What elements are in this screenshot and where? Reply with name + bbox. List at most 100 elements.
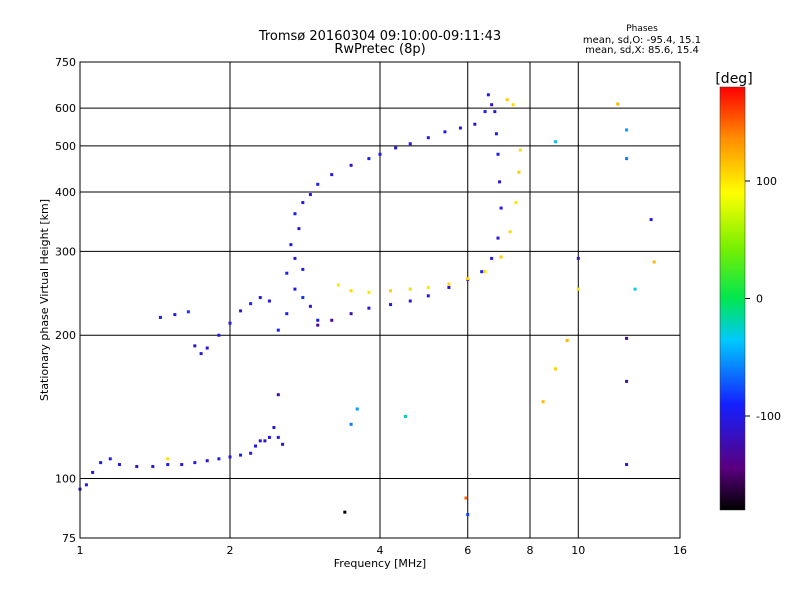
y-tick-label: 75 [62,532,76,545]
echo-point [285,271,289,275]
echo-point [403,414,407,418]
phase-legend-x: mean, sd,X: 85.6, 15.4 [585,45,699,56]
echo-point [505,98,509,102]
echo-point [349,312,353,316]
echo-point [633,287,637,291]
echo-point [349,422,353,426]
echo-point [316,182,320,186]
echo-point [301,267,305,271]
echo-point [293,287,297,291]
echo-point [499,206,503,210]
echo-point [289,243,293,247]
colorbar-label: [deg] [715,71,752,87]
x-tick-label: 2 [227,544,234,557]
echo-point [625,128,629,132]
y-tick-label: 100 [55,473,76,486]
echo-point [473,122,477,126]
echo-point [511,103,515,107]
y-tick-label: 400 [55,186,76,199]
echo-point [378,152,382,156]
echo-point [99,461,103,465]
echo-point [508,230,512,234]
echo-point [514,201,518,205]
x-axis-label: Frequency [MHz] [334,557,426,570]
echo-point [576,256,580,260]
echo-point [480,270,484,274]
echo-point [625,379,629,383]
echo-point [367,306,371,310]
colorbar [720,87,745,510]
echo-point [293,256,297,260]
echo-point [297,227,301,231]
echo-point [158,315,162,319]
echo-point [180,463,184,467]
echo-point [649,218,653,222]
echo-point [293,212,297,216]
x-tick-label: 10 [571,544,585,557]
echo-point [652,260,656,264]
x-tick-label: 6 [464,544,471,557]
echo-point [166,463,170,467]
echo-point [426,285,430,289]
echo-point [496,152,500,156]
echo-point [490,256,494,260]
echo-point [496,236,500,240]
echo-point [389,289,393,293]
echo-point [316,323,320,327]
grid-lines [80,62,680,538]
echo-point [199,352,203,356]
echo-point [349,289,353,293]
echo-point [483,270,487,274]
echo-point [135,464,139,468]
echo-point [494,132,498,136]
echo-point [186,310,190,314]
echo-point [499,255,503,259]
colorbar-ticks: 100 0 -100 [745,175,781,423]
echo-point [616,102,620,106]
echo-point [336,283,340,287]
echo-point [394,146,398,150]
echo-point [343,510,347,514]
echo-point [239,309,243,313]
echo-point [349,163,353,167]
echo-point [565,338,569,342]
phase-legend-o: mean, sd,O: -95.4, 15.1 [583,35,701,46]
echo-point [625,336,629,340]
echo-point [498,180,502,184]
y-tick-label: 500 [55,140,76,153]
echo-point [217,333,221,337]
x-axis-ticks: 1 2 4 6 8 10 16 [77,544,688,557]
echo-point [458,126,462,130]
echo-point [276,435,280,439]
echo-point [443,130,447,134]
echo-point [486,93,490,97]
echo-point [426,136,430,140]
echo-point [151,464,155,468]
echo-point [483,110,487,114]
echo-point [267,435,271,439]
y-tick-label: 750 [55,56,76,69]
echo-point [205,459,209,463]
echo-point [466,277,470,281]
echo-point [625,463,629,467]
echo-point [108,457,112,461]
echo-point [91,470,95,474]
echo-point [330,318,334,322]
echo-point [193,344,197,348]
echo-point [308,304,312,308]
echo-point [272,425,276,429]
echo-point [285,312,289,316]
echo-point [447,285,451,289]
echo-point [239,453,243,457]
echo-point [408,299,412,303]
echo-point [228,321,232,325]
echo-point [301,201,305,205]
echo-point [258,439,262,443]
echo-point [518,148,522,152]
echo-point [541,400,545,404]
echo-point [464,496,468,500]
echo-point [576,287,580,291]
colorbar-tick-label: 100 [756,175,777,188]
echo-point [553,367,557,371]
chart-title: Tromsø 20160304 09:10:00-09:11:43 [258,29,501,44]
